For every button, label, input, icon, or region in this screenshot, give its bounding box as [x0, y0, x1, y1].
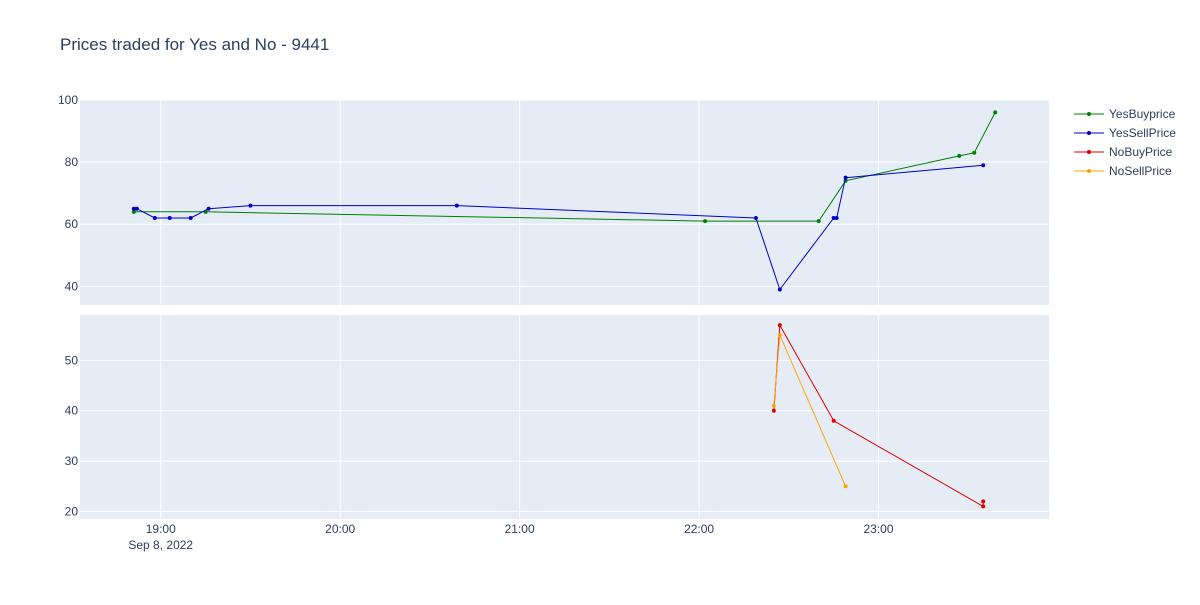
y-tick-label: 60: [65, 217, 79, 231]
series-YesBuyprice: [131, 110, 998, 224]
legend-label: NoSellPrice: [1109, 164, 1172, 178]
data-point[interactable]: [981, 163, 986, 168]
data-point[interactable]: [831, 418, 836, 423]
y-tick-label: 80: [65, 155, 79, 169]
plot-area-bottom: [80, 315, 1049, 519]
data-point[interactable]: [152, 216, 157, 221]
subplots-layer: 40 60 80 100 20 30 40 50: [58, 93, 1049, 519]
y-tick-label: 30: [65, 454, 79, 468]
series-NoSellPrice: [771, 333, 848, 489]
y-tick-label: 50: [65, 353, 79, 367]
legend-item[interactable]: NoSellPrice: [1074, 164, 1172, 178]
data-point[interactable]: [957, 153, 962, 158]
data-point[interactable]: [703, 219, 708, 224]
data-point[interactable]: [831, 216, 836, 221]
legend[interactable]: YesBuyprice YesSellPrice NoBuyPrice NoSellP…: [1074, 107, 1176, 178]
x-tick-label: 19:00: [146, 522, 176, 536]
y-tick-label: 20: [65, 504, 79, 518]
legend-marker: [1087, 112, 1091, 116]
x-tick-label: 20:00: [325, 522, 355, 536]
x-tick-label: 21:00: [505, 522, 535, 536]
data-point[interactable]: [843, 484, 848, 489]
legend-marker: [1087, 169, 1091, 173]
x-tick-label: 22:00: [684, 522, 714, 536]
series-YesSellPrice: [131, 163, 986, 292]
data-point[interactable]: [843, 175, 848, 180]
data-point[interactable]: [981, 499, 986, 504]
data-point[interactable]: [753, 216, 758, 221]
data-point[interactable]: [248, 203, 253, 208]
data-point[interactable]: [993, 110, 998, 115]
y-tick-label: 40: [65, 279, 79, 293]
legend-label: YesBuyprice: [1109, 107, 1176, 121]
data-point[interactable]: [834, 216, 839, 221]
series-layer: [131, 110, 998, 509]
legend-item[interactable]: YesSellPrice: [1074, 126, 1176, 140]
data-point[interactable]: [777, 323, 782, 328]
data-point[interactable]: [771, 403, 776, 408]
legend-marker: [1087, 150, 1091, 154]
x-tick-label: 23:00: [864, 522, 894, 536]
x-axis: 19:00 20:00 21:00 22:00 23:00 Sep 8, 2022: [128, 522, 893, 552]
y-tick-label: 100: [58, 93, 78, 107]
data-point[interactable]: [777, 287, 782, 292]
legend-item[interactable]: NoBuyPrice: [1074, 145, 1173, 159]
y-tick-label: 40: [65, 404, 79, 418]
legend-marker: [1087, 131, 1091, 135]
data-point[interactable]: [816, 219, 821, 224]
data-point[interactable]: [771, 408, 776, 413]
series-line: [133, 112, 996, 222]
data-point[interactable]: [206, 206, 211, 211]
chart-title: Prices traded for Yes and No - 9441: [60, 35, 329, 54]
data-point[interactable]: [777, 333, 782, 338]
data-point[interactable]: [972, 150, 977, 155]
data-point[interactable]: [134, 206, 139, 211]
data-point[interactable]: [188, 216, 193, 221]
legend-item[interactable]: YesBuyprice: [1074, 107, 1176, 121]
data-point[interactable]: [454, 203, 459, 208]
plot-area-top: [80, 100, 1049, 305]
legend-label: YesSellPrice: [1109, 126, 1176, 140]
legend-label: NoBuyPrice: [1109, 145, 1173, 159]
data-point[interactable]: [131, 209, 136, 214]
data-point[interactable]: [131, 206, 136, 211]
x-date-label: Sep 8, 2022: [128, 538, 193, 552]
data-point[interactable]: [167, 216, 172, 221]
data-point[interactable]: [981, 504, 986, 509]
